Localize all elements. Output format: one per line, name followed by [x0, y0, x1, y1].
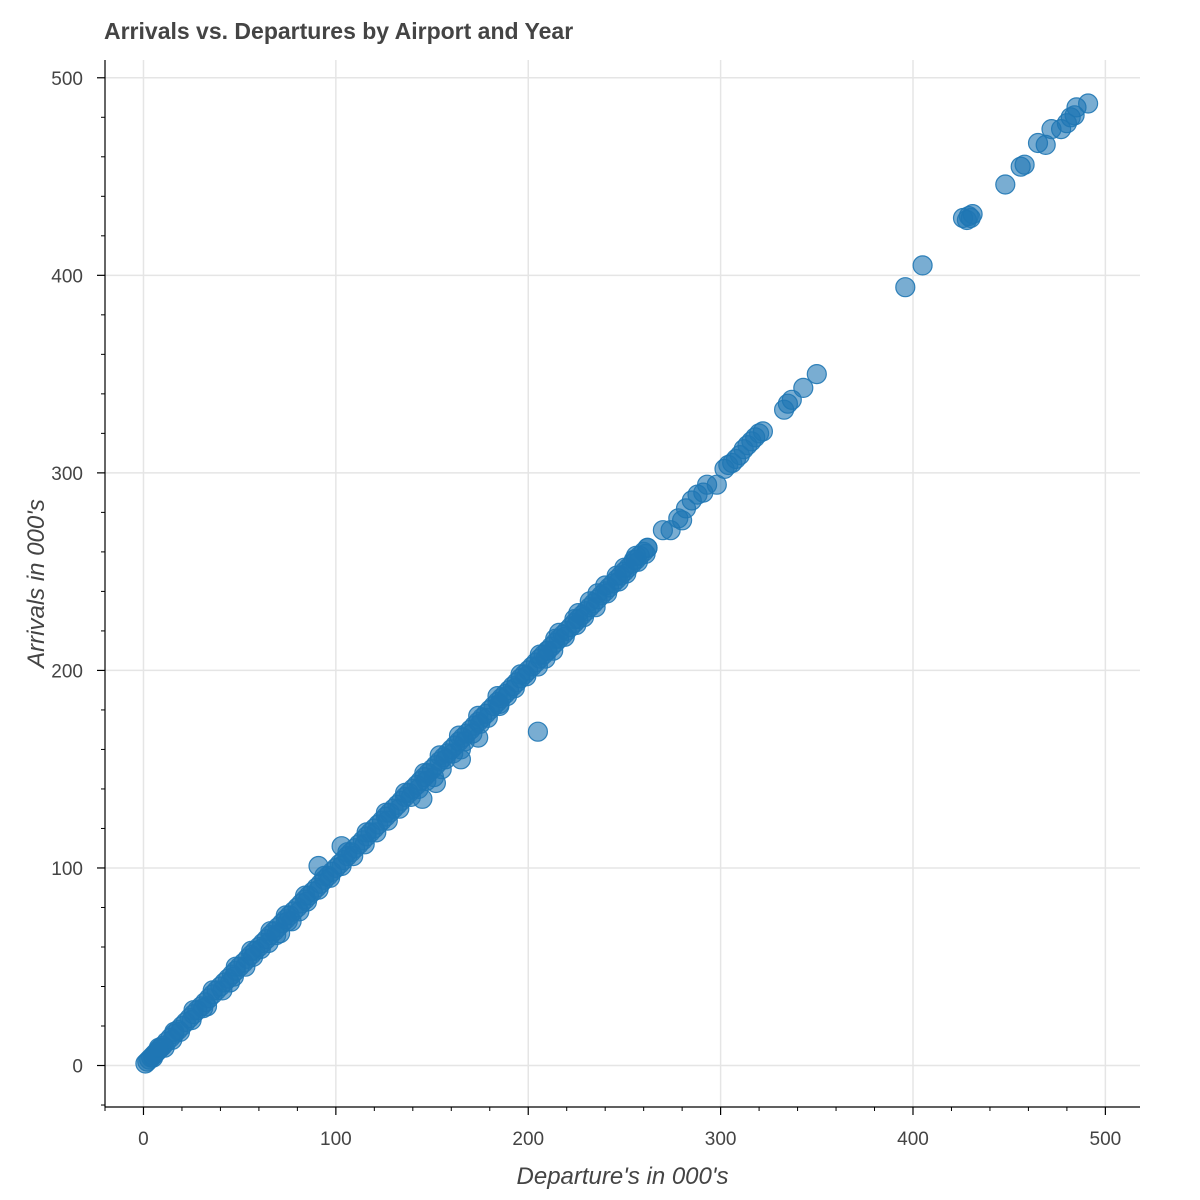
x-tick-label: 400 [897, 1129, 929, 1150]
data-point [510, 664, 531, 685]
y-tick-label: 0 [72, 1057, 83, 1078]
x-tick-label: 300 [705, 1129, 737, 1150]
data-point [448, 725, 470, 746]
data-point [962, 204, 983, 225]
data-point [793, 377, 814, 398]
data-point [595, 575, 616, 596]
data-point [429, 745, 450, 766]
data-point [806, 364, 827, 385]
data-point [752, 421, 774, 442]
x-tick-label: 200 [512, 1129, 544, 1150]
x-tick-label: 500 [1090, 1129, 1122, 1150]
data-point [356, 822, 377, 843]
data-point [468, 727, 489, 748]
x-tick-label: 100 [320, 1129, 352, 1150]
y-tick-label: 400 [51, 266, 83, 287]
data-point [1077, 93, 1099, 114]
data-point [489, 693, 510, 715]
data-points [135, 93, 1099, 1074]
data-point [450, 749, 471, 770]
data-point [375, 802, 396, 823]
data-point [241, 940, 262, 962]
data-point [225, 956, 246, 977]
axes: 0 100 200 300 400 500 0 100 200 300 400 500 [51, 60, 1140, 1150]
data-point [331, 836, 352, 857]
data-point [202, 980, 223, 1001]
data-point [527, 721, 549, 742]
y-axis-label: Arrivals in 000's [23, 499, 50, 670]
data-point [468, 705, 489, 727]
chart-title: Arrivals vs. Departures by Airport and Y… [104, 18, 574, 44]
data-point [412, 788, 433, 809]
data-point [395, 782, 416, 804]
data-point [275, 905, 296, 926]
data-point [995, 174, 1016, 195]
data-point [260, 921, 281, 942]
data-point [308, 855, 329, 877]
data-point [637, 537, 658, 559]
data-point [564, 608, 585, 630]
data-point [183, 1000, 204, 1021]
data-point [623, 549, 645, 570]
data-point [295, 885, 316, 906]
data-point [425, 772, 446, 794]
data-point [912, 255, 933, 276]
data-point [895, 277, 916, 298]
y-tick-label: 500 [51, 69, 83, 90]
x-axis-label: Departure's in 000's [517, 1163, 729, 1190]
grid [105, 60, 1140, 1107]
x-tick-label: 0 [138, 1129, 149, 1150]
y-tick-label: 100 [51, 859, 83, 880]
y-tick-label: 200 [51, 661, 83, 682]
data-point [164, 1021, 185, 1043]
data-point [545, 628, 566, 649]
y-tick-label: 300 [51, 464, 83, 485]
data-point [148, 1037, 169, 1058]
data-point [1014, 154, 1035, 175]
data-point [579, 591, 600, 612]
